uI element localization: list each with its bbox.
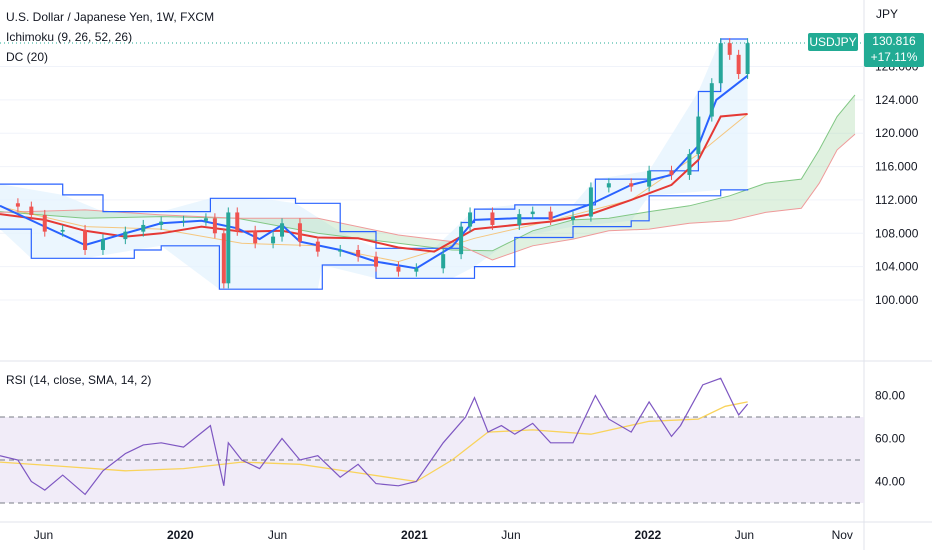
candle-body[interactable] xyxy=(15,203,20,207)
candle-body[interactable] xyxy=(548,211,553,220)
candle-body[interactable] xyxy=(181,220,186,222)
time-tick-label: 2021 xyxy=(401,528,428,542)
rsi-tick-label: 80.00 xyxy=(875,389,905,403)
candle-body[interactable] xyxy=(687,154,692,175)
price-tick-label: 100.000 xyxy=(875,293,919,307)
rsi-ma-line xyxy=(0,401,748,483)
candle-body[interactable] xyxy=(490,212,495,225)
candle-body[interactable] xyxy=(588,187,593,217)
candle-body[interactable] xyxy=(396,266,401,272)
candle-body[interactable] xyxy=(647,170,652,187)
candle-body[interactable] xyxy=(727,43,732,55)
time-tick-label: Nov xyxy=(832,528,853,542)
price-tick-label: 116.000 xyxy=(875,160,918,174)
candle-body[interactable] xyxy=(629,183,634,187)
time-tick-label: Jun xyxy=(34,528,53,542)
time-tick-label: 2022 xyxy=(634,528,661,542)
price-tick-label: 108.000 xyxy=(875,226,919,240)
candle-body[interactable] xyxy=(60,229,65,232)
ichimoku-cloud xyxy=(0,94,855,261)
candle-body[interactable] xyxy=(315,241,320,252)
candle-body[interactable] xyxy=(83,229,88,250)
candle-body[interactable] xyxy=(212,218,217,234)
candle-body[interactable] xyxy=(226,212,231,284)
price-tick-label: 104.000 xyxy=(875,260,919,274)
candle-body[interactable] xyxy=(235,212,240,231)
candle-body[interactable] xyxy=(280,223,285,237)
candle-body[interactable] xyxy=(100,239,105,250)
candle-body[interactable] xyxy=(530,211,535,215)
time-tick-label: Jun xyxy=(268,528,287,542)
rsi-tick-label: 40.00 xyxy=(875,475,905,489)
time-tick-label: Jun xyxy=(501,528,520,542)
candle-body[interactable] xyxy=(374,256,379,267)
price-tick-label: 124.000 xyxy=(875,93,919,107)
candle-body[interactable] xyxy=(571,216,576,220)
candle-body[interactable] xyxy=(459,226,464,255)
candle-body[interactable] xyxy=(606,183,611,188)
candle-body[interactable] xyxy=(468,212,473,227)
symbol-badge: USDJPY xyxy=(808,33,858,51)
price-tick-label: 120.000 xyxy=(875,126,919,140)
candle-body[interactable] xyxy=(745,43,750,75)
price-axis-unit: JPY xyxy=(876,7,899,21)
donchian-basis xyxy=(0,113,748,263)
time-tick-label: Jun xyxy=(735,528,754,542)
candle-body[interactable] xyxy=(338,249,343,252)
rsi-pane xyxy=(0,377,864,504)
rsi-line xyxy=(0,377,749,496)
donchian-lower xyxy=(0,189,749,290)
candle-body[interactable] xyxy=(517,214,522,225)
candle-body[interactable] xyxy=(29,206,34,215)
candle-body[interactable] xyxy=(42,214,47,232)
candle-body[interactable] xyxy=(253,230,258,244)
candlesticks xyxy=(15,38,750,289)
last-price-value: 130.816 xyxy=(872,34,916,48)
indicator-fills xyxy=(0,39,855,290)
candle-body[interactable] xyxy=(669,170,674,175)
time-tick-label: 2020 xyxy=(167,528,194,542)
chart-title: U.S. Dollar / Japanese Yen, 1W, FXCM xyxy=(6,10,215,24)
last-price-badge: 130.816 +17.11% xyxy=(864,33,924,67)
candle-body[interactable] xyxy=(123,231,128,240)
candle-body[interactable] xyxy=(356,249,361,257)
donchian-legend[interactable]: DC (20) xyxy=(6,50,49,64)
candle-body[interactable] xyxy=(159,221,164,225)
candle-body[interactable] xyxy=(203,218,208,221)
price-tick-label: 112.000 xyxy=(875,193,918,207)
rsi-legend[interactable]: RSI (14, close, SMA, 14, 2) xyxy=(6,373,152,387)
candle-body[interactable] xyxy=(221,233,226,284)
ichimoku-legend[interactable]: Ichimoku (9, 26, 52, 26) xyxy=(6,30,133,44)
donchian-fill xyxy=(0,39,748,290)
candle-body[interactable] xyxy=(414,268,419,272)
candle-body[interactable] xyxy=(709,83,714,117)
rsi-tick-label: 60.00 xyxy=(875,432,905,446)
candle-body[interactable] xyxy=(696,116,701,155)
candle-body[interactable] xyxy=(736,54,741,75)
candle-body[interactable] xyxy=(271,236,276,244)
last-price-change: +17.11% xyxy=(870,50,918,64)
candle-body[interactable] xyxy=(441,254,446,269)
candle-body[interactable] xyxy=(141,224,146,232)
candle-body[interactable] xyxy=(718,43,723,84)
ichimoku-base-line xyxy=(0,113,748,253)
candle-body[interactable] xyxy=(297,223,302,242)
